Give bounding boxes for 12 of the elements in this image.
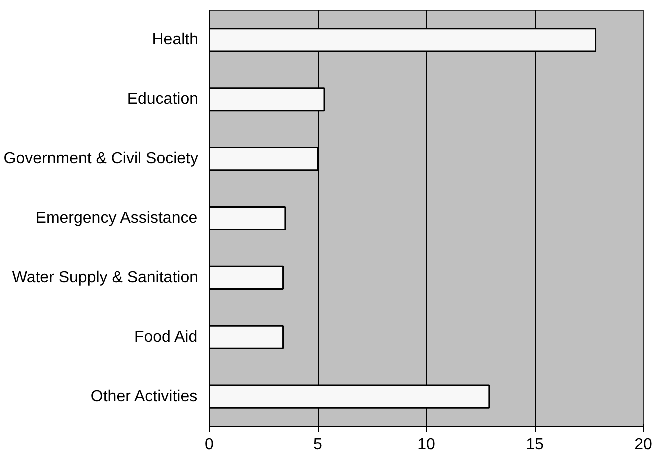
x-tick-label: 10: [418, 436, 436, 452]
x-tick-label: 0: [205, 436, 214, 452]
x-tick-label: 20: [634, 436, 652, 452]
x-tick-label: 5: [314, 436, 323, 452]
y-tick-label: Health: [152, 32, 198, 49]
y-tick-label: Other Activities: [90, 388, 198, 406]
y-tick-label: Food Aid: [134, 328, 198, 346]
y-tick-label: Government & Civil Society: [4, 150, 198, 168]
y-tick-label: Emergency Assistance: [36, 210, 198, 227]
y-tick-label: Education: [127, 91, 199, 108]
y-tick-label: Water Supply & Sanitation: [12, 269, 198, 286]
x-tick-label: 15: [526, 436, 544, 452]
